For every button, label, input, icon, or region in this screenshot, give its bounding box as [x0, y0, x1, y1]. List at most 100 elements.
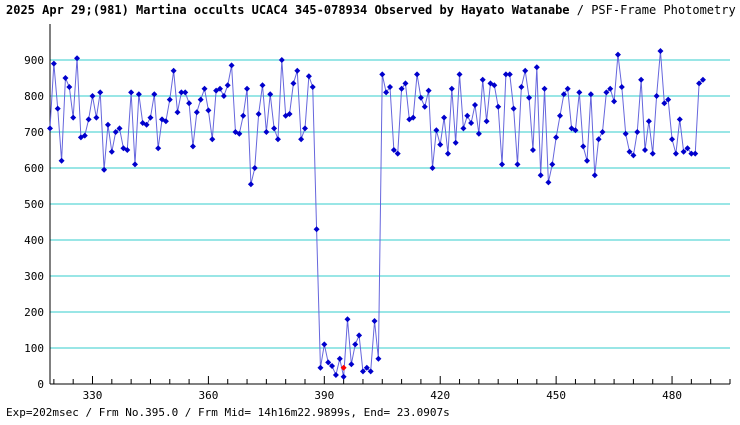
data-point [614, 51, 621, 58]
data-point [197, 96, 204, 103]
data-point [479, 76, 486, 83]
data-point [460, 125, 467, 132]
data-point [661, 100, 668, 107]
data-point [309, 84, 316, 90]
data-point [557, 112, 563, 119]
data-point [201, 85, 208, 92]
data-point [502, 71, 509, 78]
x-tick-label: 480 [662, 389, 682, 402]
data-point [298, 136, 305, 143]
y-tick-label: 800 [24, 90, 44, 103]
data-point [387, 84, 393, 90]
data-point [321, 341, 328, 348]
data-point [680, 148, 687, 155]
data-point [622, 130, 629, 137]
data-point [541, 85, 548, 92]
data-point [383, 89, 390, 96]
data-point [244, 85, 251, 92]
data-point [448, 85, 455, 92]
data-point [584, 157, 591, 164]
data-point [278, 57, 285, 63]
data-point [665, 96, 672, 103]
data-point [274, 136, 281, 143]
data-point [62, 75, 69, 81]
data-point [421, 103, 428, 110]
data-point [634, 129, 641, 135]
data-point [642, 147, 648, 153]
data-point [359, 368, 366, 375]
data-point [672, 150, 679, 157]
data-point [325, 359, 332, 366]
data-point [499, 161, 506, 168]
data-point [224, 82, 231, 89]
data-point [112, 129, 119, 135]
data-point [417, 94, 424, 101]
data-point [545, 179, 552, 186]
data-point [591, 172, 598, 179]
data-point [611, 98, 618, 105]
x-tick-label: 330 [83, 389, 103, 402]
data-point [510, 105, 517, 112]
data-point [217, 85, 223, 92]
data-point [58, 157, 65, 164]
data-point [313, 226, 320, 233]
data-point [533, 64, 540, 71]
data-point [684, 145, 691, 152]
y-tick-label: 0 [37, 378, 44, 391]
data-point [220, 93, 227, 99]
data-point [441, 114, 448, 121]
data-point [433, 127, 440, 134]
data-point [124, 147, 131, 153]
data-point [638, 76, 645, 83]
data-point [529, 147, 536, 153]
data-point [676, 116, 683, 123]
y-tick-label: 300 [24, 270, 44, 283]
data-point [587, 91, 594, 98]
data-point [603, 89, 610, 96]
data-point [135, 91, 142, 98]
data-point [649, 150, 656, 157]
data-point [54, 105, 61, 112]
grid-lines [50, 59, 730, 349]
data-point [189, 143, 196, 150]
data-point [495, 103, 502, 110]
data-point [452, 139, 459, 146]
x-tick-label: 390 [314, 389, 334, 402]
chart-title: 2025 Apr 29;(981) Martina occults UCAC4 … [6, 3, 740, 17]
data-point [464, 112, 471, 119]
data-point [348, 361, 355, 368]
data-point [352, 341, 359, 348]
data-point [193, 109, 200, 116]
data-point [506, 71, 513, 78]
data-point [251, 165, 258, 171]
x-tick-label: 450 [546, 389, 566, 402]
data-point [472, 102, 478, 108]
x-tick-label: 420 [430, 389, 450, 402]
data-point [363, 364, 370, 371]
y-tick-label: 500 [24, 198, 44, 211]
data-point [66, 84, 73, 90]
data-point [692, 150, 699, 157]
data-point [410, 114, 417, 121]
data-point [205, 107, 212, 114]
data-point [657, 48, 664, 54]
data-point [618, 84, 625, 90]
data-point [572, 127, 579, 134]
data-point [97, 89, 104, 96]
data-point [85, 116, 92, 123]
y-tick-label: 400 [24, 234, 44, 247]
y-tick-label: 700 [24, 126, 44, 139]
data-point [302, 125, 308, 132]
data-point [607, 85, 614, 92]
data-point [228, 62, 235, 69]
data-point [595, 136, 602, 143]
data-point [263, 129, 270, 135]
data-point [209, 136, 216, 143]
data-point [166, 96, 173, 103]
data-point [576, 89, 583, 96]
data-point [371, 318, 378, 324]
data-point [564, 85, 571, 92]
exposure-info: Exp=202msec / Frm No.395.0 / Frm Mid= 14… [6, 406, 450, 419]
